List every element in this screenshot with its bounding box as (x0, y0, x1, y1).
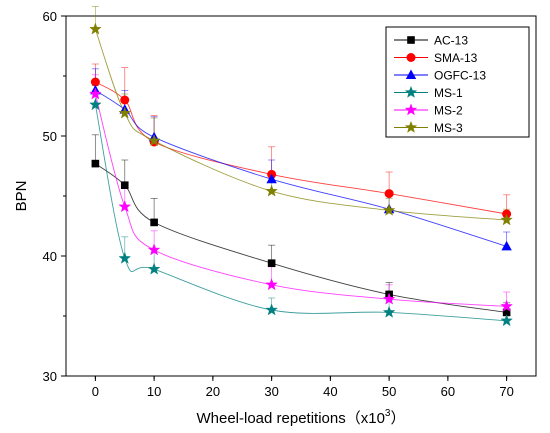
ms-3-star-marker (382, 203, 396, 216)
ms-2-star-marker (147, 243, 161, 256)
legend-label-ac-13: AC-13 (434, 34, 468, 48)
x-tick-label: 30 (264, 384, 278, 399)
ac-13-square-marker (150, 218, 158, 227)
ac-13-square-marker (120, 181, 129, 189)
x-tick-label: 40 (323, 384, 337, 399)
legend-ms-2-star-marker (404, 103, 418, 116)
x-axis-title-exponent: 3 (385, 408, 391, 419)
x-tick-label: 0 (92, 384, 99, 399)
ogfc-13-triangle-marker (501, 240, 512, 251)
y-axis-title: BPN (13, 181, 30, 212)
legend-label-ms-1: MS-1 (434, 86, 463, 100)
legend-ms-3-star-marker (404, 120, 418, 133)
ms-3-star-marker (147, 134, 161, 147)
data-markers (89, 22, 513, 327)
y-axis-ticks: 30 40 50 60 (43, 9, 66, 384)
ms-3-star-marker (118, 106, 132, 119)
legend-ac-13-square-marker (407, 36, 415, 44)
x-tick-label: 50 (382, 384, 396, 399)
ogfc-13-triangle-marker (266, 173, 277, 184)
x-axis-title-main: Wheel-load repetitions（x10 (196, 410, 384, 427)
ms-3-star-marker (89, 22, 102, 35)
legend: AC-13 SMA-13 OGFC-13 MS-1 MS-2 MS-3 (385, 26, 530, 138)
sma-13-circle-marker (384, 189, 394, 199)
legend-items: AC-13 SMA-13 OGFC-13 MS-1 MS-2 MS-3 (394, 34, 486, 135)
ms-3-star-marker (265, 184, 278, 197)
legend-label-ms-2: MS-2 (434, 104, 463, 118)
x-axis-title-close: ） (390, 410, 405, 427)
x-axis-title: Wheel-load repetitions（x103） (196, 408, 405, 427)
ms-1-star-marker (382, 305, 396, 318)
ac-13-square-marker (502, 308, 511, 317)
legend-label-ms-3: MS-3 (434, 121, 463, 135)
y-tick-label: 40 (43, 249, 57, 264)
ms-1-star-marker (265, 303, 278, 316)
legend-label-ogfc-13: OGFC-13 (434, 69, 486, 83)
ms-1-star-marker (147, 262, 161, 275)
x-tick-label: 60 (441, 384, 455, 399)
x-axis-ticks: 0 10 20 30 40 50 60 70 (92, 376, 514, 399)
sma-13-circle-marker (120, 95, 130, 105)
ms-2-star-marker (500, 299, 513, 312)
ms-2-curve (94, 93, 507, 307)
ms-2-star-marker (118, 200, 132, 213)
ms-2-star-marker (265, 278, 278, 291)
legend-label-sma-13: SMA-13 (434, 51, 478, 65)
legend-box (385, 26, 530, 138)
ac-13-square-marker (91, 159, 100, 168)
x-tick-label: 10 (147, 384, 161, 399)
legend-sma-13-circle-marker (406, 53, 416, 62)
ms-1-star-marker (500, 314, 513, 327)
sma-13-circle-marker (90, 77, 100, 87)
y-tick-label: 30 (43, 369, 57, 384)
ms-3-star-marker (500, 213, 513, 226)
x-tick-label: 20 (206, 384, 220, 399)
ms-2-star-marker (382, 292, 396, 305)
ms-1-star-marker (118, 251, 132, 264)
legend-ms-1-star-marker (404, 85, 418, 98)
y-tick-label: 50 (43, 129, 57, 144)
ms-1-curve (94, 104, 507, 322)
y-tick-label: 60 (43, 9, 57, 24)
ac-13-square-marker (267, 259, 276, 267)
ms-1-star-marker (89, 98, 102, 111)
ms-2-star-marker (89, 87, 102, 100)
legend-ogfc-13-triangle-marker (405, 69, 417, 79)
x-tick-label: 70 (499, 384, 513, 399)
